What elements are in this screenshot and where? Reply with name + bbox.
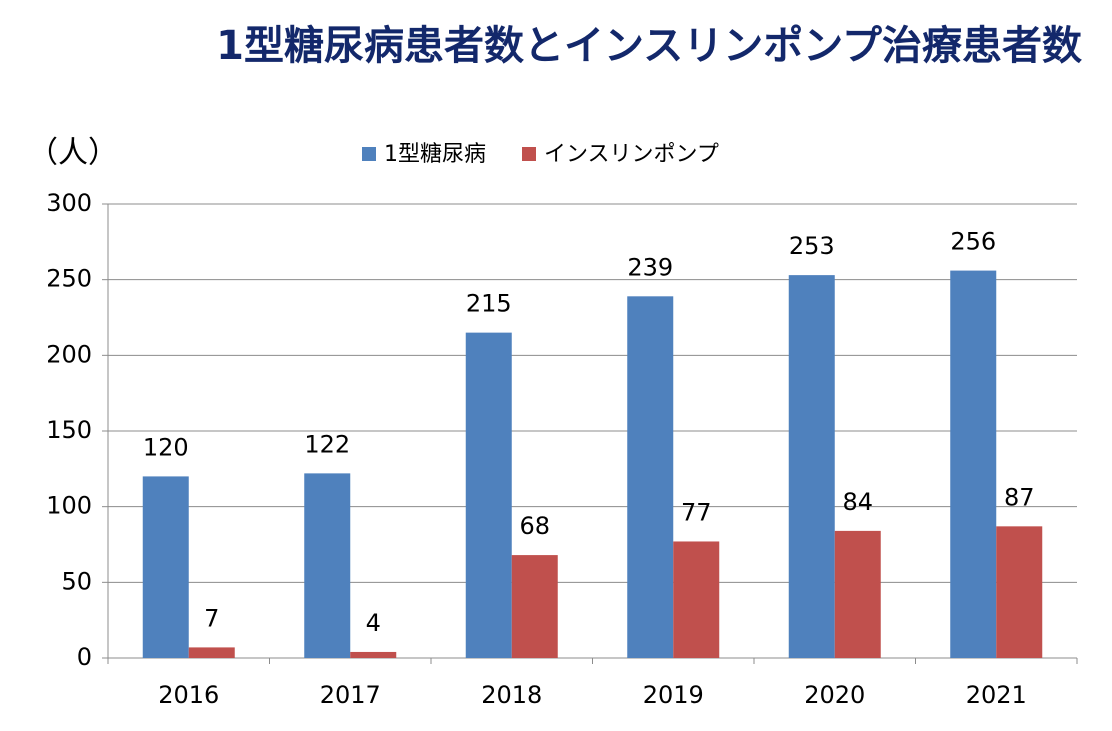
legend-label: インスリンポンプ <box>544 142 719 167</box>
x-tick-label: 2017 <box>320 681 381 709</box>
value-label: 215 <box>466 290 512 318</box>
bar <box>950 270 997 658</box>
value-label: 253 <box>789 232 835 260</box>
bar <box>788 275 835 658</box>
value-label: 77 <box>681 498 712 526</box>
x-tick-label: 2018 <box>481 681 542 709</box>
value-label: 87 <box>1004 483 1035 511</box>
bar <box>350 651 397 658</box>
value-label: 7 <box>204 604 219 632</box>
value-label: 120 <box>143 433 189 461</box>
y-tick-label: 250 <box>46 265 92 293</box>
value-label: 84 <box>842 488 873 516</box>
bar <box>465 332 512 658</box>
value-label: 239 <box>627 253 673 281</box>
legend-swatch <box>362 147 376 161</box>
x-tick-label: 2016 <box>158 681 219 709</box>
chart-title: 1型糖尿病患者数とインスリンポンプ治療患者数 <box>216 23 1082 69</box>
bar <box>142 476 189 658</box>
value-label: 122 <box>304 430 350 458</box>
x-tick-label: 2020 <box>804 681 865 709</box>
legend-swatch <box>522 147 536 161</box>
x-tick-label: 2019 <box>643 681 704 709</box>
x-tick-label: 2021 <box>966 681 1027 709</box>
bar <box>996 526 1043 658</box>
value-label: 4 <box>366 609 381 637</box>
y-tick-label: 150 <box>46 416 92 444</box>
y-axis-label: （人） <box>28 136 118 171</box>
bar <box>304 473 351 658</box>
legend-label: 1型糖尿病 <box>384 142 486 167</box>
bar <box>188 647 235 658</box>
y-tick-label: 50 <box>61 567 92 595</box>
y-tick-label: 200 <box>46 340 92 368</box>
bar <box>834 530 881 658</box>
y-tick-label: 0 <box>77 643 92 671</box>
bar <box>627 296 674 658</box>
y-tick-label: 100 <box>46 492 92 520</box>
bar <box>673 541 720 658</box>
value-label: 256 <box>950 228 996 256</box>
bar <box>511 555 558 658</box>
value-label: 68 <box>519 512 550 540</box>
y-tick-label: 300 <box>46 189 92 217</box>
